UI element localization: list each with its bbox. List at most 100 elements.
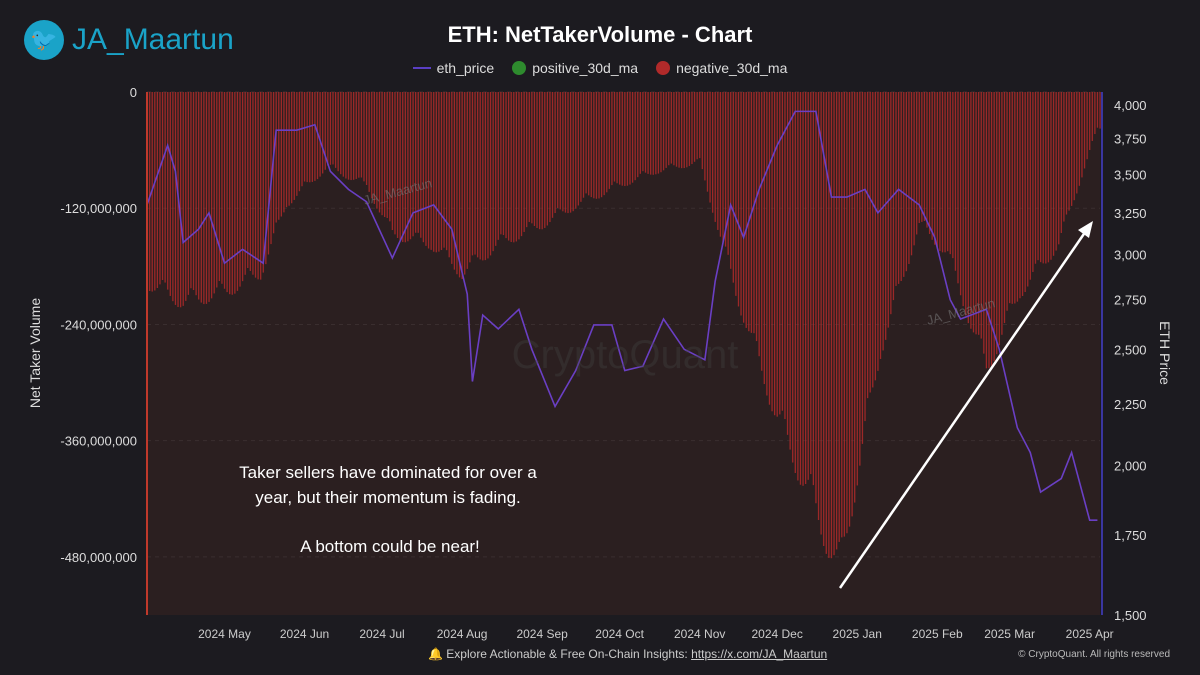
negative-bar xyxy=(226,92,228,293)
negative-bar xyxy=(652,92,654,175)
negative-bar xyxy=(866,92,869,399)
negative-bar xyxy=(154,92,156,291)
negative-bar xyxy=(585,92,587,194)
negative-bar xyxy=(301,92,303,187)
negative-bar xyxy=(869,92,871,393)
arrow-head xyxy=(1078,221,1093,238)
legend-negative[interactable]: negative_30d_ma xyxy=(656,60,787,76)
negative-bar xyxy=(706,92,709,192)
negative-bar xyxy=(471,92,474,256)
negative-bar xyxy=(334,92,337,168)
negative-bar xyxy=(771,92,773,412)
negative-bar xyxy=(846,92,848,534)
footer-link[interactable]: https://x.com/JA_Maartun xyxy=(691,647,828,661)
negative-bar xyxy=(484,92,487,261)
negative-bar xyxy=(908,92,910,264)
negative-bar xyxy=(172,92,174,302)
watermark: CryptoQuant xyxy=(512,333,739,377)
negative-bar xyxy=(1089,92,1091,150)
negative-bar xyxy=(533,92,536,226)
negative-bar xyxy=(616,92,618,184)
x-tick-label: 2024 Jun xyxy=(280,627,329,641)
negative-bar xyxy=(342,92,344,177)
negative-bar xyxy=(626,92,629,186)
y2-tick-label: 4,000 xyxy=(1114,98,1147,113)
negative-bar xyxy=(270,92,272,245)
negative-bar xyxy=(567,92,569,214)
negative-bar xyxy=(179,92,182,308)
negative-bar xyxy=(732,92,734,283)
x-tick-label: 2024 Jul xyxy=(359,627,404,641)
negative-bar xyxy=(600,92,603,198)
y2-tick-label: 1,500 xyxy=(1114,608,1147,623)
negative-bar xyxy=(580,92,582,202)
x-tick-label: 2024 Oct xyxy=(595,627,644,641)
negative-bar xyxy=(820,92,822,535)
negative-bar xyxy=(291,92,293,204)
negative-bar xyxy=(944,92,946,253)
negative-bar xyxy=(758,92,760,357)
negative-bar xyxy=(234,92,236,294)
negative-bar xyxy=(921,92,923,222)
negative-bar xyxy=(740,92,742,316)
y2-tick-label: 3,500 xyxy=(1114,167,1147,182)
negative-bar xyxy=(1078,92,1081,186)
negative-bar xyxy=(854,92,856,503)
negative-bar xyxy=(900,92,902,282)
negative-bar xyxy=(611,92,613,186)
y2-tick-label: 2,750 xyxy=(1114,293,1147,308)
negative-bar xyxy=(905,92,908,272)
negative-bar xyxy=(306,92,308,183)
negative-bar xyxy=(784,92,786,420)
negative-bar xyxy=(479,92,481,260)
negative-bar xyxy=(1019,92,1021,299)
negative-bar xyxy=(185,92,187,301)
negative-bar xyxy=(590,92,592,198)
negative-bar xyxy=(704,92,706,181)
negative-bar xyxy=(474,92,476,255)
negative-bar xyxy=(236,92,239,291)
negative-bar xyxy=(518,92,520,240)
negative-bar xyxy=(954,92,957,271)
negative-bar xyxy=(247,92,249,269)
negative-bar xyxy=(882,92,884,351)
negative-bar xyxy=(239,92,241,287)
negative-bar xyxy=(502,92,505,236)
negative-bar xyxy=(190,92,192,289)
negative-bar xyxy=(980,92,982,339)
negative-bar xyxy=(967,92,969,324)
x-tick-label: 2025 Apr xyxy=(1066,627,1114,641)
legend-label: positive_30d_ma xyxy=(532,60,639,76)
negative-bar xyxy=(629,92,631,185)
negative-bar xyxy=(298,92,301,192)
brand[interactable]: 🐦 JA_Maartun xyxy=(24,20,234,60)
negative-bar xyxy=(939,92,941,252)
negative-bar xyxy=(1055,92,1057,251)
negative-bar xyxy=(773,92,776,416)
negative-bar xyxy=(430,92,432,250)
negative-bar xyxy=(657,92,660,174)
negative-bar xyxy=(668,92,670,166)
negative-bar xyxy=(804,92,807,484)
negative-bar xyxy=(169,92,171,296)
negative-bar xyxy=(381,92,383,216)
negative-bar xyxy=(409,92,412,240)
negative-bar xyxy=(355,92,357,179)
negative-bar xyxy=(1021,92,1024,296)
negative-bar xyxy=(1009,92,1011,304)
negative-bar xyxy=(159,92,161,285)
negative-bar xyxy=(497,92,499,240)
negative-bar xyxy=(347,92,350,180)
negative-bar xyxy=(476,92,479,258)
negative-bar xyxy=(947,92,949,252)
negative-bar xyxy=(438,92,440,252)
negative-bar xyxy=(621,92,623,186)
negative-bar xyxy=(572,92,574,212)
negative-bar xyxy=(414,92,417,233)
negative-bar xyxy=(792,92,794,463)
legend-eth-price[interactable]: eth_price xyxy=(412,60,494,76)
negative-bar xyxy=(662,92,665,171)
negative-bar xyxy=(376,92,378,209)
negative-bar xyxy=(763,92,765,385)
legend-positive[interactable]: positive_30d_ma xyxy=(512,60,638,76)
